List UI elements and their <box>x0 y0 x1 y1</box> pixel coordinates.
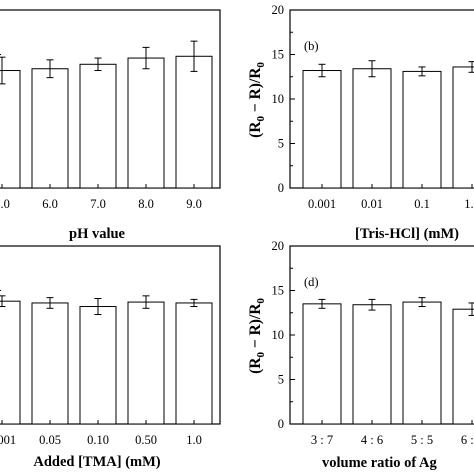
bar <box>127 57 165 189</box>
bar <box>79 63 117 189</box>
y-tick-label: 5 <box>278 373 284 387</box>
bar <box>79 306 117 425</box>
y-tick-label: 0 <box>278 417 284 431</box>
x-tick-label: 4 : 6 <box>361 433 383 447</box>
bar <box>452 308 474 425</box>
bar <box>302 70 342 189</box>
panel-tma: Added [TMA] (mM) 0.001 0.05 0.10 0.50 1.0 <box>0 245 221 470</box>
x-tick-label: 3 : 7 <box>311 433 333 447</box>
y-tick-label: 10 <box>272 92 285 106</box>
x-tick-label: 0.001 <box>308 197 336 211</box>
bar <box>402 301 442 425</box>
y-tick-label: 20 <box>272 3 285 17</box>
x-tick-label: 7.0 <box>90 197 106 211</box>
x-tick-label: 5 : 5 <box>411 433 433 447</box>
x-tick-label: 5.0 <box>0 197 10 211</box>
y-tick-label: 15 <box>272 284 285 298</box>
x-tick-label: 0.10 <box>87 433 109 447</box>
x-axis-label: [Tris-HCl] (mM) <box>355 226 459 242</box>
bar <box>31 302 69 425</box>
bar <box>302 303 342 425</box>
bar <box>452 66 474 189</box>
bar <box>0 300 21 425</box>
bar <box>352 304 392 425</box>
bar <box>402 70 442 189</box>
x-tick-label: 0.001 <box>0 433 16 447</box>
bar <box>352 68 392 189</box>
panel-label: (b) <box>304 39 319 53</box>
x-tick-label: 0.05 <box>39 433 61 447</box>
y-tick-label: 20 <box>272 239 285 253</box>
x-axis-label: Added [TMA] (mM) <box>33 454 160 470</box>
bar <box>127 301 165 425</box>
y-tick-label: 15 <box>272 48 285 62</box>
panel-tris-hcl: (b) [Tris-HCl] (mM) (R0 − R)/R0 0 5 10 15 20… <box>247 3 474 242</box>
y-axis-label: (R0 − R)/R0 <box>247 298 267 374</box>
y-axis-label: (R0 − R)/R0 <box>247 62 267 138</box>
panel-ph: pH value 5.0 6.0 7.0 8.0 9.0 <box>0 9 221 242</box>
bar <box>31 68 69 189</box>
x-tick-label: 0.01 <box>361 197 383 211</box>
x-tick-label: 0.1 <box>414 197 430 211</box>
x-axis-label: pH value <box>69 226 126 242</box>
x-tick-label: 1.0 <box>464 197 474 211</box>
x-tick-label: 0.50 <box>135 433 157 447</box>
y-tick-label: 5 <box>278 137 284 151</box>
bar <box>175 55 213 189</box>
y-tick-label: 0 <box>278 181 284 195</box>
bar <box>175 302 213 425</box>
x-tick-label: 6 : 4 <box>461 433 474 447</box>
x-tick-label: 1.0 <box>186 433 202 447</box>
y-tick-label: 10 <box>272 328 285 342</box>
bar <box>0 70 21 189</box>
x-tick-label: 8.0 <box>138 197 154 211</box>
panel-label: (d) <box>304 275 319 289</box>
x-tick-label: 6.0 <box>42 197 58 211</box>
x-axis-label: volume ratio of Ag <box>322 455 438 471</box>
panel-volume-ratio: (d) volume ratio of Ag (R0 − R)/R0 0 5 10 1… <box>247 239 474 471</box>
x-tick-label: 9.0 <box>186 197 202 211</box>
